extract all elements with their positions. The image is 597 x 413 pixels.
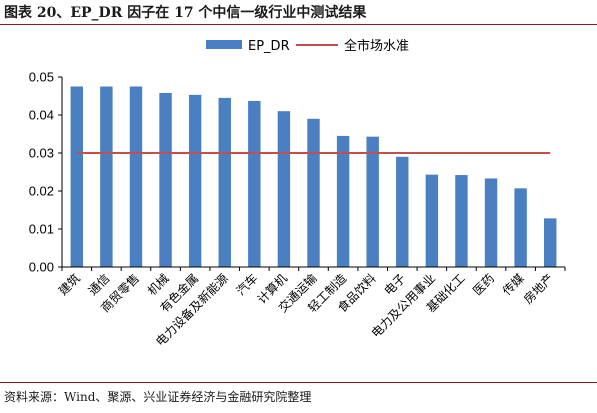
category-label: 医药 (470, 271, 497, 298)
bar-14 (455, 175, 468, 267)
bar-1 (70, 86, 84, 267)
bar-17 (543, 218, 557, 267)
bar-8 (277, 111, 291, 267)
bar-5 (188, 94, 202, 267)
bar-15 (484, 178, 498, 267)
legend: EP_DR 全市场水准 (206, 38, 409, 54)
bar-16 (514, 188, 527, 267)
x-axis (61, 266, 566, 271)
y-tick-label: 0.03 (29, 146, 54, 161)
bars (70, 86, 557, 268)
bottom-rule (0, 382, 597, 383)
bar-chart: EP_DR 全市场水准 0.00 0.01 0.02 0.03 0.04 0.05 建筑通… (29, 38, 566, 349)
category-label: 建筑 (55, 271, 83, 299)
legend-swatch-ep-dr (206, 40, 242, 49)
y-axis: 0.00 0.01 0.02 0.03 0.04 0.05 (29, 70, 63, 275)
category-labels: 建筑 通信商贸零售 机械有色金属电力设备及新能源 汽车计算机交通运输轻工制造食品饮料电… (55, 271, 556, 349)
y-tick-label: 0.02 (29, 184, 54, 199)
bar-12 (396, 156, 409, 267)
y-tick-label: 0.00 (29, 260, 54, 275)
source-note: 资料来源：Wind、聚源、兴业证券经济与金融研究院整理 (4, 390, 312, 404)
bar-4 (159, 92, 172, 268)
bar-3 (129, 86, 143, 267)
category-label: 房地产 (520, 271, 556, 307)
legend-label-ep-dr: EP_DR (248, 39, 290, 54)
y-tick-label: 0.04 (29, 108, 54, 123)
top-rule (0, 24, 597, 25)
bar-2 (100, 86, 113, 267)
y-tick-label: 0.05 (29, 70, 54, 85)
bar-9 (307, 118, 320, 267)
bar-7 (248, 100, 261, 267)
bar-10 (336, 135, 350, 267)
bar-13 (425, 174, 439, 267)
legend-label-market-level: 全市场水准 (344, 38, 409, 54)
bar-6 (218, 97, 231, 268)
bar-11 (366, 136, 379, 267)
y-tick-label: 0.01 (29, 222, 54, 237)
chart-title: 图表 20、EP_DR 因子在 17 个中信一级行业中测试结果 (4, 5, 367, 21)
